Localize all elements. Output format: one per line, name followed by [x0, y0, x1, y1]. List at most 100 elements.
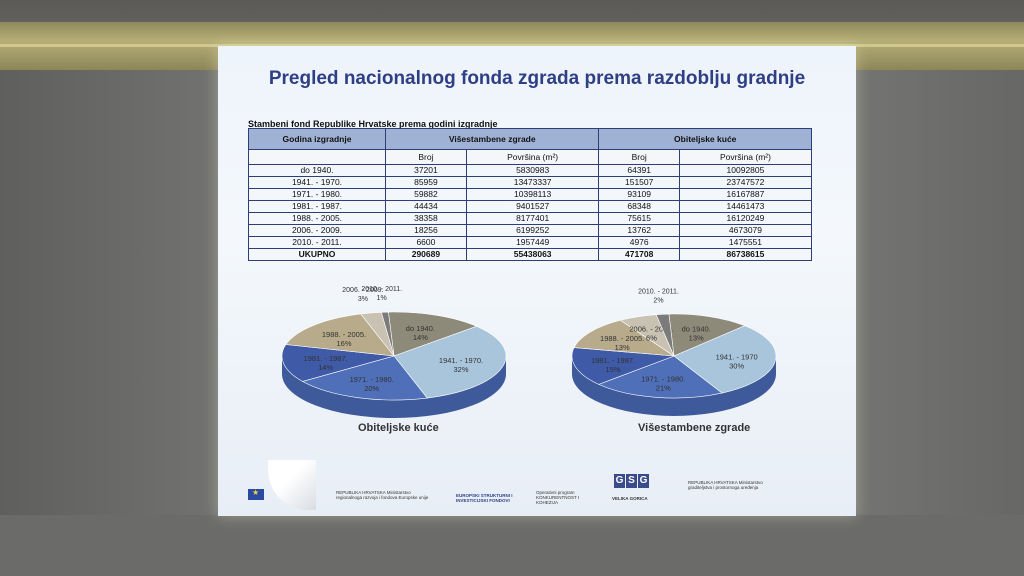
pie-label: 1941. - 1970. [439, 356, 483, 365]
pie-label: 1981. - 1987. [304, 354, 348, 363]
sub-area: Površina (m²) [465, 149, 600, 165]
total-f-count: 471708 [598, 248, 680, 261]
pie-slice [597, 355, 723, 399]
cell-m-area: 8177401 [465, 212, 600, 225]
wall-right [852, 70, 1024, 576]
cell-f-count: 68348 [598, 200, 680, 213]
cell-f-area: 4673079 [678, 224, 813, 237]
pie-label: 16% [336, 339, 351, 348]
pie-label: 1941. - 1970 [716, 353, 758, 362]
cell-period: 1971. - 1980. [248, 188, 386, 201]
pie-side [572, 356, 776, 416]
table-caption: Stambeni fond Republike Hrvatske prema g… [248, 119, 498, 129]
cell-m-area: 13473337 [465, 176, 600, 189]
cell-f-area: 10092805 [678, 164, 813, 177]
cell-f-count: 4976 [598, 236, 680, 249]
cell-m-count: 38358 [385, 212, 467, 225]
pie-slice [281, 344, 395, 382]
pie-label: 14% [413, 333, 428, 342]
pie-label: 32% [454, 365, 469, 374]
pie-label: 13% [615, 343, 630, 352]
slide-title: Pregled nacionalnog fonda zgrada prema r… [268, 68, 806, 89]
header-blank [248, 149, 386, 165]
cell-period: 1981. - 1987. [248, 200, 386, 213]
pie-slice [655, 313, 675, 357]
cell-f-area: 14461473 [678, 200, 813, 213]
ministry2-logo-text: REPUBLIKA HRVATSKA Ministarstvo graditel… [688, 480, 763, 490]
pie-slice [388, 311, 478, 357]
table-row: 1988. - 2005. 38358 8177401 75615 16120249 [248, 212, 813, 225]
cell-f-count: 13762 [598, 224, 680, 237]
building-stock-table: Godina izgradnje Višestambene zgrade Obi… [248, 128, 813, 261]
cell-f-count: 75615 [598, 212, 680, 225]
pie-obiteljske: do 1940.14%1941. - 1970.32%1971. - 1980.… [281, 286, 507, 418]
total-label: UKUPNO [248, 248, 386, 261]
pie-label: 1971. - 1980. [641, 375, 685, 384]
pie-label: do 1940. [406, 324, 435, 333]
pie-label: 30% [729, 362, 744, 371]
esif-logo-text: EUROPSKI STRUKTURNI I INVESTICIJSKI FOND… [456, 493, 513, 503]
header-period: Godina izgradnje [248, 128, 386, 150]
table-row: 2010. - 2011. 6600 1957449 4976 1475551 [248, 236, 813, 249]
pie-label: do 1940. [682, 325, 711, 334]
pie-label: 1988. - 2005. [322, 330, 366, 339]
pie-label: 15% [606, 365, 621, 374]
pie-label: 21% [656, 384, 671, 393]
gsg-letter: G [638, 474, 649, 488]
pie-label: 1971. - 1980. [350, 375, 394, 384]
pie-label: 14% [318, 363, 333, 372]
pie-label: 1% [377, 295, 387, 302]
op-logo-text: Operativni program KONKURENTNOST I KOHEZ… [536, 490, 580, 505]
eu-flag-icon [248, 488, 264, 500]
cell-m-area: 9401527 [465, 200, 600, 213]
pie-label: 20% [364, 384, 379, 393]
cell-m-count: 6600 [385, 236, 467, 249]
table-row: 1941. - 1970. 85959 13473337 151507 23747572 [248, 176, 813, 189]
pie-label: 2006. - 2009. [342, 287, 383, 294]
table-row: do 1940. 37201 5830983 64391 10092805 [248, 164, 813, 177]
table-row: 1971. - 1980. 59882 10398113 93109 16167887 [248, 188, 813, 201]
pie-slice [673, 325, 777, 394]
ministry-logo-text: REPUBLIKA HRVATSKA Ministarstvo regional… [336, 490, 429, 500]
pie-label: 2% [653, 298, 663, 305]
cell-m-area: 6199252 [465, 224, 600, 237]
cell-f-count: 151507 [598, 176, 680, 189]
pie-charts: do 1940.14%1941. - 1970.32%1971. - 1980.… [281, 286, 777, 418]
cell-m-area: 5830983 [465, 164, 600, 177]
table-row: 1981. - 1987. 44434 9401527 68348 14461473 [248, 200, 813, 213]
gsg-letter: G [614, 474, 625, 488]
sub-area: Površina (m²) [678, 149, 813, 165]
cell-f-area: 16167887 [678, 188, 813, 201]
table-row: 2006. - 2009. 18256 6199252 13762 4673079 [248, 224, 813, 237]
pie-slice [571, 347, 675, 385]
pie-label: 2010. - 2011. [361, 286, 402, 293]
pie-label: 2010. - 2011. [638, 289, 679, 296]
cell-period: 2006. - 2009. [248, 224, 386, 237]
sub-count: Broj [598, 149, 680, 165]
pie-slice [301, 355, 428, 401]
wall-left [0, 70, 218, 576]
cell-m-count: 44434 [385, 200, 467, 213]
cell-period: 2010. - 2011. [248, 236, 386, 249]
total-m-area: 55438063 [465, 248, 600, 261]
pie-side [282, 356, 506, 418]
total-f-area: 86738615 [678, 248, 813, 261]
cell-f-area: 23747572 [678, 176, 813, 189]
pie-right-caption: Višestambene zgrade [638, 422, 751, 434]
pie-slice [380, 311, 395, 357]
cell-period: do 1940. [248, 164, 386, 177]
gsg-letter: S [626, 474, 637, 488]
wall-bottom [0, 515, 1024, 576]
pie-slice [285, 313, 395, 357]
cell-m-count: 85959 [385, 176, 467, 189]
pie-left-caption: Obiteljske kuće [358, 422, 439, 434]
pie-slice [573, 319, 675, 357]
velika-gorica-text: VELIKA GORICA [612, 496, 648, 501]
cell-period: 1941. - 1970. [248, 176, 386, 189]
pie-label: 13% [689, 334, 704, 343]
cell-period: 1988. - 2005. [248, 212, 386, 225]
table-body: do 1940. 37201 5830983 64391 10092805 1941. -… [248, 164, 813, 249]
pie-slice [393, 325, 507, 399]
